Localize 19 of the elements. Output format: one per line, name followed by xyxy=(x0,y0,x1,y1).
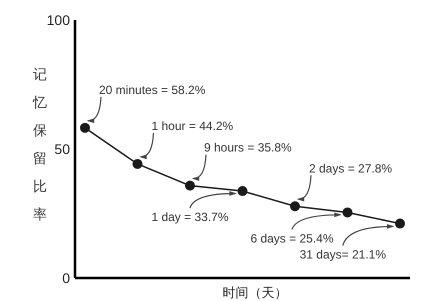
y-tick-label: 0 xyxy=(62,270,70,286)
point xyxy=(290,201,300,212)
data-label: 1 hour = 44.2% xyxy=(152,118,234,133)
data-label: 31 days= 21.1% xyxy=(300,248,386,262)
y-tick-label: 50 xyxy=(54,141,70,157)
y-axis-title: 记忆保留比率 xyxy=(32,66,47,222)
point xyxy=(185,180,195,191)
data-label: 6 days = 25.4% xyxy=(250,231,334,246)
point xyxy=(238,186,248,196)
point xyxy=(395,218,405,229)
x-axis-title: 时间（天） xyxy=(222,285,288,300)
data-label: 1 day = 33.7% xyxy=(151,210,229,224)
point xyxy=(342,207,352,218)
data-label: 20 minutes = 58.2% xyxy=(99,82,206,97)
point xyxy=(80,122,90,133)
data-label: 9 hours = 35.8% xyxy=(204,140,292,155)
point xyxy=(132,158,142,169)
y-tick-label: 100 xyxy=(46,12,70,28)
data-label: 2 days = 27.8% xyxy=(309,161,392,176)
